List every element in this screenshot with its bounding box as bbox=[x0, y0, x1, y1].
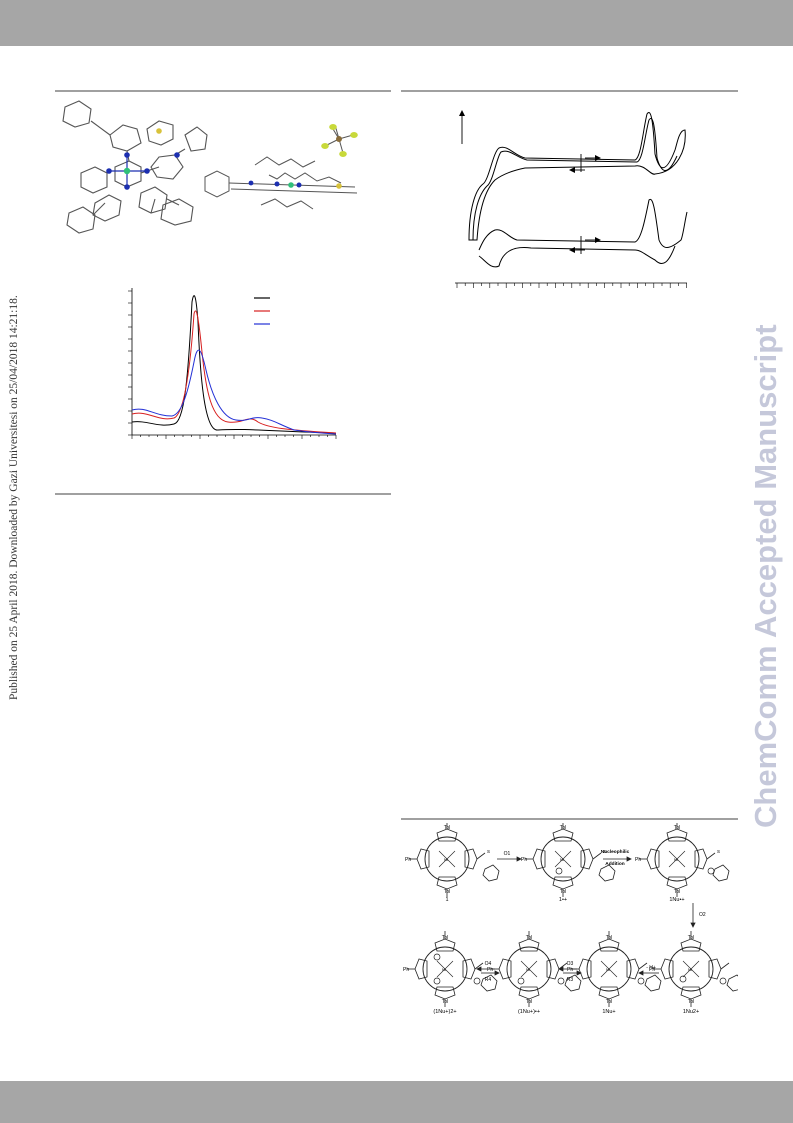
tol-label: Tol bbox=[560, 825, 566, 831]
reaction-scheme: Tol Tol Ph Ni S 1 Tol Tol Ph Ni S 1•+ To… bbox=[403, 823, 738, 1015]
compound-label-1: 1 bbox=[445, 897, 448, 903]
header-band bbox=[0, 0, 793, 46]
charge-icon bbox=[517, 977, 525, 985]
arrow-label-6-bottom: R4 bbox=[485, 977, 492, 983]
charge-icon bbox=[719, 977, 727, 985]
tol-label: Tol bbox=[674, 889, 680, 895]
charge-icon bbox=[637, 977, 645, 985]
compound-1nu-dication: Tol Tol Ph Ni 1Nu2+ bbox=[649, 930, 738, 1015]
spectrum-series-red bbox=[131, 310, 337, 434]
compound-label-4: 1Nu2+ bbox=[683, 1009, 699, 1015]
arrow-label-1: O1 bbox=[504, 851, 511, 857]
arrow-label-6-top: O4 bbox=[485, 961, 492, 967]
compound-1: Tol Tol Ph Ni S 1 bbox=[405, 823, 500, 903]
arrow-label-2-bottom: Addition bbox=[605, 861, 625, 867]
scheme-top-rule bbox=[401, 818, 738, 820]
arrow-label-2-top: Nucleophilic bbox=[601, 849, 630, 855]
compound-1-radical-cation: Tol Tol Ph Ni S 1•+ bbox=[521, 823, 616, 903]
ni-label: Ni bbox=[444, 857, 448, 862]
compound-1nu-radical-cation: Tol Tol Ph Ni S 1Nu•+ bbox=[635, 823, 730, 903]
cyclic-voltammogram-chart bbox=[455, 110, 688, 288]
compound-label-2: 1•+ bbox=[559, 897, 567, 903]
footer-band bbox=[0, 1081, 793, 1123]
tol-label: Tol bbox=[688, 999, 694, 1005]
compound-label-3: 1Nu•+ bbox=[669, 897, 684, 903]
spectrum-series-blue bbox=[131, 349, 337, 435]
ph-label: Ph bbox=[567, 967, 573, 973]
tol-label: Tol bbox=[674, 825, 680, 831]
charge-icon bbox=[433, 953, 441, 961]
figure-1-bottom-rule bbox=[55, 493, 391, 495]
ph-label: Ph bbox=[487, 967, 493, 973]
tol-label: Tol bbox=[444, 889, 450, 895]
tol-label: Tol bbox=[688, 935, 694, 941]
ni-label: Ni bbox=[606, 967, 610, 972]
ph-label: Ph bbox=[635, 857, 641, 863]
s-label: S bbox=[603, 849, 606, 854]
tol-label: Tol bbox=[606, 999, 612, 1005]
publication-watermark: Published on 25 April 2018. Downloaded b… bbox=[6, 295, 22, 730]
arrow-label-4: - H+ bbox=[646, 965, 656, 971]
s-label: S bbox=[717, 849, 720, 854]
ph-label: Ph bbox=[521, 857, 527, 863]
accepted-manuscript-text: ChemComm Accepted Manuscript bbox=[748, 324, 783, 828]
tol-label: Tol bbox=[444, 825, 450, 831]
tol-label: Tol bbox=[560, 889, 566, 895]
charge-icon bbox=[679, 975, 687, 983]
arrow-label-5-top: O3 bbox=[567, 961, 574, 967]
ph-label: Ph bbox=[649, 967, 655, 973]
charge-icon bbox=[555, 867, 563, 875]
ni-label: Ni bbox=[442, 967, 446, 972]
arrow-label-5-bottom: R3 bbox=[567, 977, 574, 983]
spectrum-series-black bbox=[131, 295, 337, 434]
ni-label: Ni bbox=[526, 967, 530, 972]
charge-icon bbox=[433, 977, 441, 985]
ni-label: Ni bbox=[674, 857, 678, 862]
tol-label: Tol bbox=[606, 935, 612, 941]
publication-watermark-text: Published on 25 April 2018. Downloaded b… bbox=[8, 295, 20, 700]
accepted-manuscript-watermark: ChemComm Accepted Manuscript bbox=[744, 300, 784, 830]
compound-label-6: (1Nu+)•+ bbox=[518, 1009, 540, 1015]
charge-icon bbox=[473, 977, 481, 985]
compound-label-7: (1Nu+)2+ bbox=[433, 1009, 456, 1015]
tol-label: Tol bbox=[442, 999, 448, 1005]
charge-icon bbox=[557, 977, 565, 985]
absorption-spectrum-chart bbox=[128, 288, 337, 439]
compound-label-5: 1Nu+ bbox=[602, 1009, 615, 1015]
figure-1-top-rule bbox=[55, 90, 391, 92]
crystal-structure-figure bbox=[62, 100, 358, 234]
compound-1nu-cation: Tol Tol Ph Ni 1Nu+ bbox=[567, 930, 662, 1015]
ni-label: Ni bbox=[688, 967, 692, 972]
s-label: S bbox=[487, 849, 490, 854]
ph-label: Ph bbox=[405, 857, 411, 863]
compound-1nu-cation-dication: Tol Tol Ph Ni (1Nu+)2+ bbox=[403, 930, 498, 1015]
ni-label: Ni bbox=[560, 857, 564, 862]
charge-icon bbox=[707, 867, 715, 875]
ph-label: Ph bbox=[403, 967, 409, 973]
tol-label: Tol bbox=[526, 935, 532, 941]
arrow-label-3: O2 bbox=[699, 912, 706, 918]
figure-2-top-rule bbox=[401, 90, 738, 92]
tol-label: Tol bbox=[526, 999, 532, 1005]
compound-1nu-cation-radical: Tol Tol Ph Ni (1Nu+)•+ bbox=[487, 930, 582, 1015]
tol-label: Tol bbox=[442, 935, 448, 941]
